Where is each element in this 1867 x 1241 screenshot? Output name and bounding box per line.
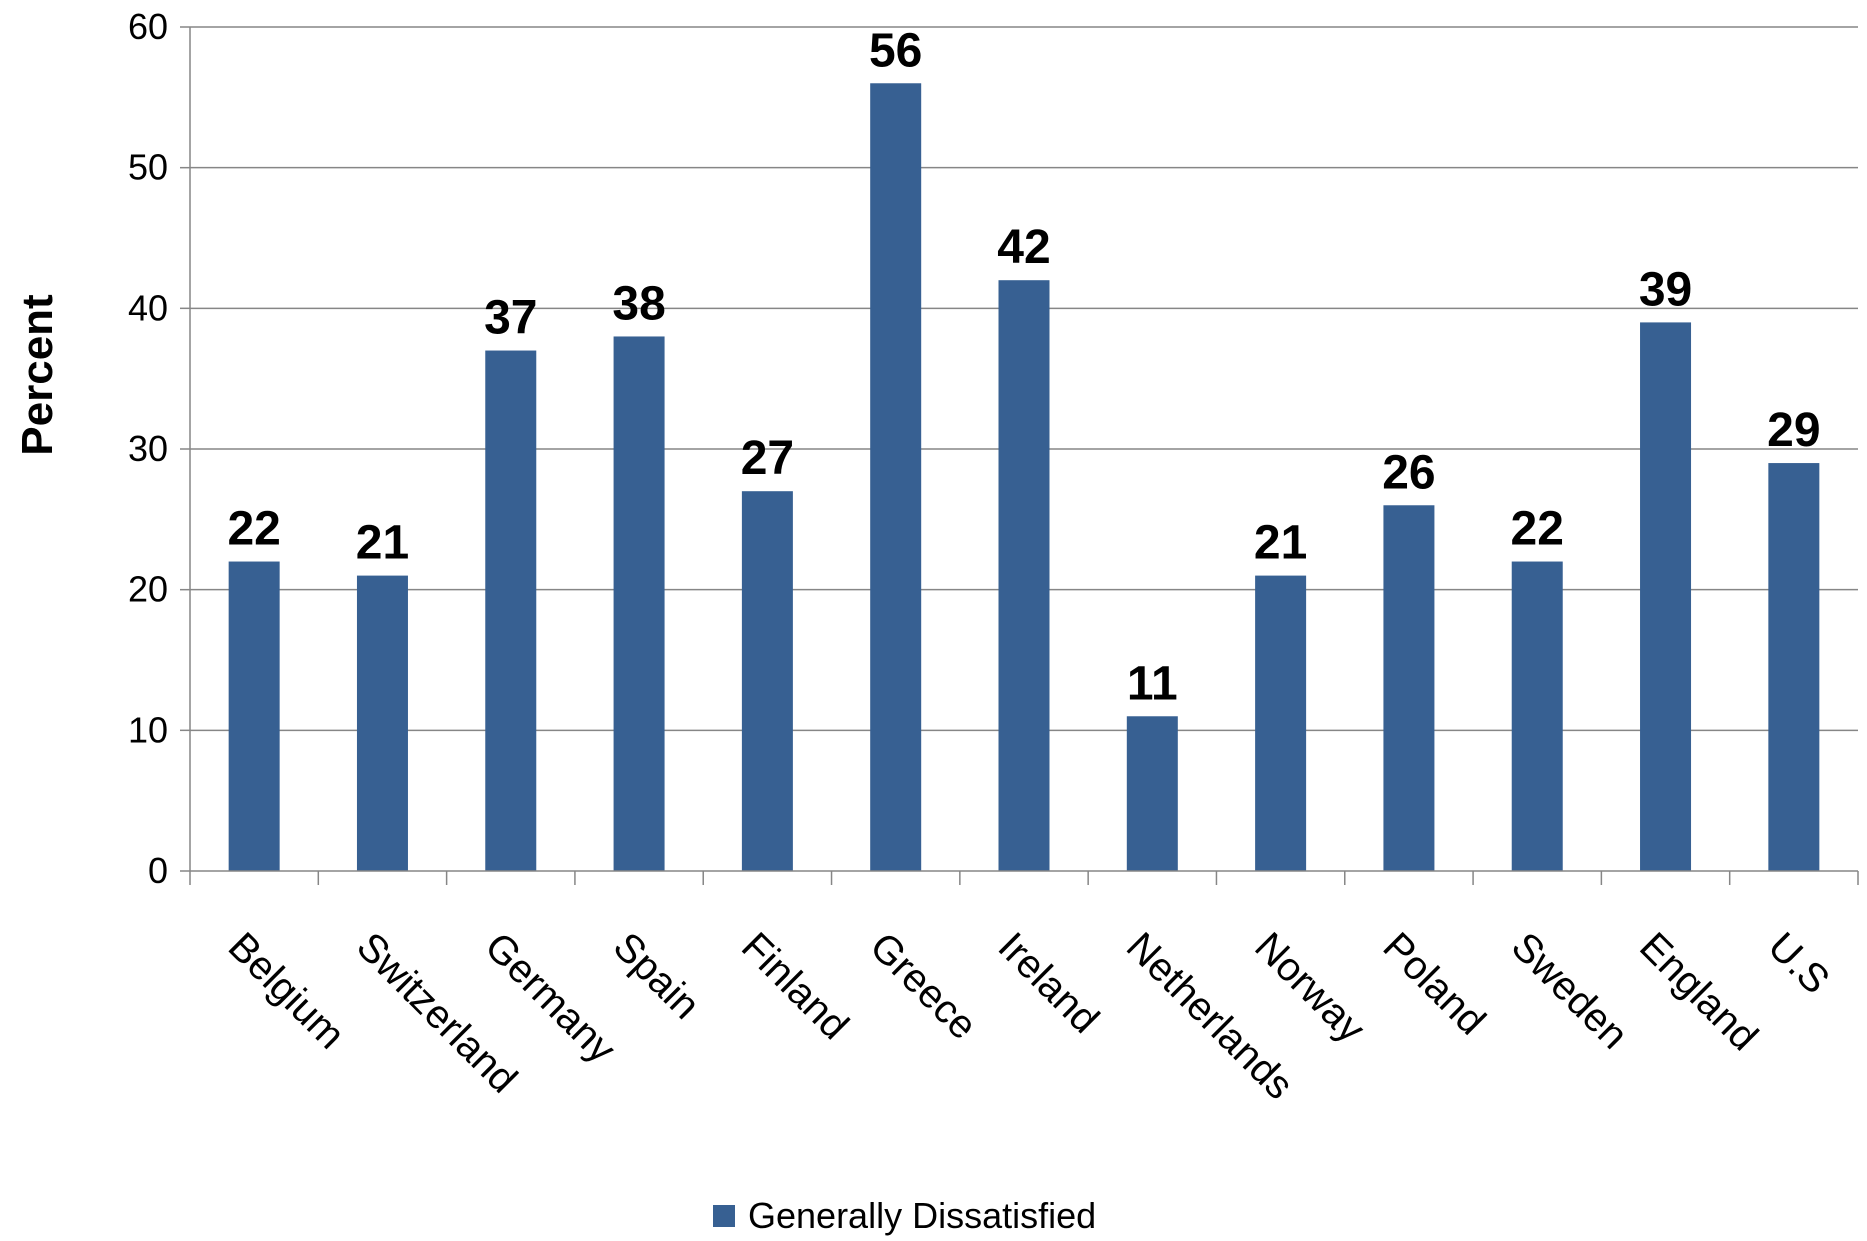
bar	[228, 561, 280, 871]
category-label: U.S	[1759, 924, 1837, 1002]
x-axis-ticks	[189, 871, 1859, 885]
bar	[1383, 505, 1435, 871]
category-label: Spain	[605, 924, 708, 1027]
bar	[1640, 322, 1692, 871]
legend-label: Generally Dissatisfied	[748, 1195, 1096, 1236]
data-label: 22	[227, 503, 280, 556]
data-label: 29	[1767, 404, 1820, 457]
category-label: Greece	[861, 924, 985, 1048]
bar	[1255, 575, 1307, 871]
data-label: 27	[741, 432, 794, 485]
bar	[1126, 716, 1178, 871]
bar	[998, 280, 1050, 871]
bar	[870, 83, 922, 872]
bar	[613, 336, 665, 871]
data-label: 39	[1639, 263, 1692, 316]
data-label: 11	[1127, 657, 1178, 710]
bar	[1511, 561, 1563, 871]
data-label: 22	[1511, 503, 1564, 556]
y-tick-label: 60	[128, 6, 168, 47]
legend-swatch	[713, 1205, 735, 1227]
data-label: 26	[1382, 446, 1435, 499]
y-axis-ticks: 0 10 20 30 40 50 60	[128, 6, 190, 891]
y-tick-label: 30	[128, 428, 168, 469]
bar	[485, 350, 537, 871]
category-label: Finland	[733, 924, 857, 1048]
bar	[1768, 463, 1820, 871]
data-labels: 22 21 37 38 27 56 42 11 21 26 22 39 29	[227, 24, 1820, 710]
data-label: 37	[484, 292, 537, 345]
y-tick-label: 40	[128, 287, 168, 328]
data-label: 38	[612, 277, 665, 330]
category-label: Belgium	[220, 924, 353, 1057]
category-label: Poland	[1375, 924, 1494, 1043]
data-label: 21	[1254, 517, 1307, 570]
bar	[741, 491, 793, 871]
bars	[228, 83, 1820, 872]
data-label: 42	[997, 221, 1050, 274]
y-tick-label: 10	[128, 709, 168, 750]
y-tick-label: 20	[128, 569, 168, 610]
category-label: England	[1631, 924, 1766, 1059]
data-label: 56	[869, 24, 922, 77]
axes	[189, 27, 1858, 872]
legend: Generally Dissatisfied	[713, 1195, 1096, 1236]
bar	[356, 575, 408, 871]
category-label: Sweden	[1503, 924, 1636, 1057]
data-label: 21	[356, 517, 409, 570]
category-label: Norway	[1246, 924, 1373, 1051]
y-axis-title: Percent	[13, 294, 62, 456]
y-tick-label: 0	[148, 850, 168, 891]
category-label: Ireland	[990, 924, 1108, 1042]
y-tick-label: 50	[128, 147, 168, 188]
